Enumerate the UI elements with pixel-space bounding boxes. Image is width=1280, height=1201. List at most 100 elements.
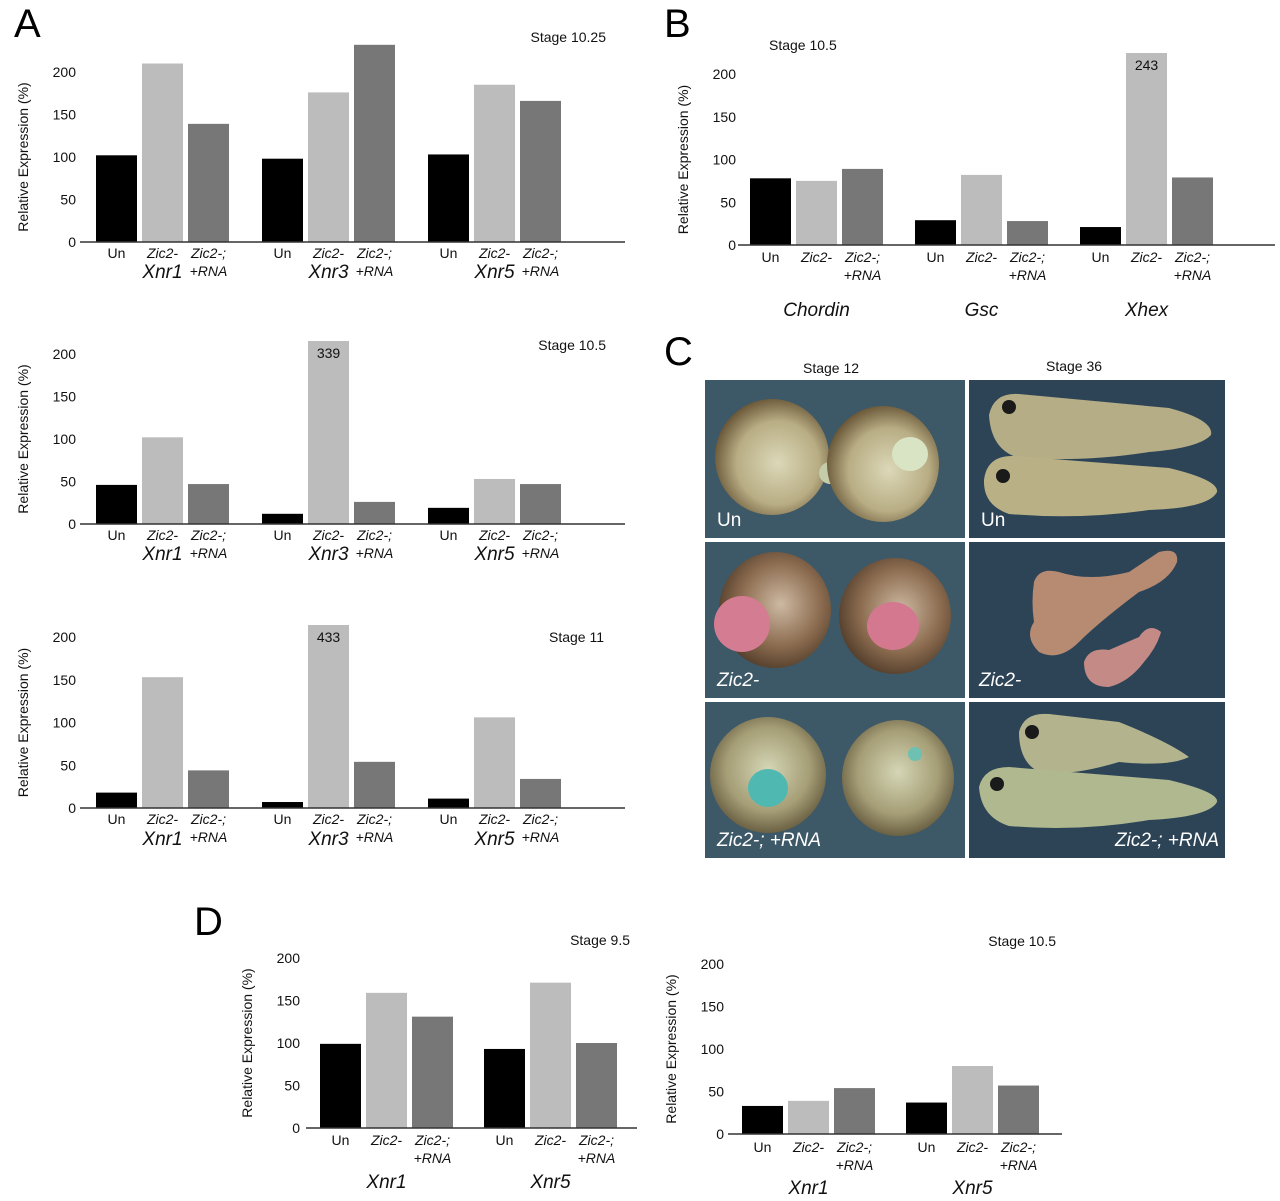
bar-gsc-zic2-rna [1007, 221, 1048, 245]
bar-xnr1-un [742, 1105, 783, 1134]
photo-label: Zic2-; +RNA [1115, 830, 1219, 851]
condition-label: Zic2- [478, 527, 510, 543]
chart-a3: Stage 11 Relative Expression (%) 0 50 100 150… [15, 625, 625, 850]
condition-label: +RNA [1174, 267, 1212, 283]
bar-xnr3-zic2- [308, 625, 349, 808]
condition-label: Zic2-; [578, 1132, 614, 1148]
photo-stage12-zic2-rna: Zic2-; +RNA [705, 702, 965, 858]
chart-title: Stage 11 [549, 629, 604, 645]
bar-value-label: 243 [1135, 57, 1159, 73]
bar-gsc-un [915, 220, 956, 245]
condition-label: Zic2-; [190, 245, 226, 261]
bar-gsc-zic2- [961, 174, 1002, 245]
panel-label-a: A [14, 2, 41, 46]
y-tick-label: 150 [53, 107, 77, 123]
condition-label: Un [332, 1132, 350, 1148]
y-tick-label: 50 [60, 474, 76, 490]
condition-label: Zic2-; [522, 811, 558, 827]
bar-xnr5-zic2- [474, 84, 515, 242]
y-tick-label: 150 [713, 109, 737, 125]
condition-label: Zic2- [965, 249, 997, 265]
photo-stage12-un: Un [705, 380, 965, 538]
y-tick-label: 100 [701, 1041, 725, 1057]
y-axis-label: Relative Expression (%) [15, 82, 31, 231]
y-tick-label: 200 [53, 629, 77, 645]
condition-label: Zic2-; [1174, 249, 1210, 265]
category-label: Xnr1 [787, 1178, 828, 1199]
photo-label: Zic2- [717, 670, 760, 691]
bar-xnr5-zic2-rna [520, 484, 561, 524]
bar-xnr1-zic2- [788, 1100, 829, 1134]
bar-xnr3-un [262, 158, 303, 242]
y-tick-label: 50 [708, 1084, 724, 1100]
condition-label: Un [108, 527, 126, 543]
bar-xnr5-zic2- [474, 717, 515, 808]
condition-label: Zic2- [534, 1132, 566, 1148]
y-tick-label: 100 [713, 152, 737, 168]
embryo [827, 406, 939, 522]
condition-label: Zic2- [312, 811, 344, 827]
bar-chordin-un [750, 178, 791, 245]
condition-label: Un [274, 527, 292, 543]
y-tick-label: 50 [284, 1078, 300, 1094]
condition-label: Un [754, 1139, 772, 1155]
bar-xhex-zic2- [1126, 53, 1167, 245]
condition-label: Un [274, 245, 292, 261]
condition-label: Zic2-; [356, 811, 392, 827]
y-tick-label: 200 [713, 66, 737, 82]
bar-value-label: 339 [317, 345, 341, 361]
condition-label: +RNA [356, 263, 394, 279]
y-tick-label: 150 [53, 672, 77, 688]
y-axis-label: Relative Expression (%) [675, 85, 691, 234]
y-tick-label: 100 [53, 149, 77, 165]
bar-xnr3-zic2- [308, 92, 349, 243]
condition-label: Zic2- [478, 245, 510, 261]
condition-label: Zic2-; [356, 245, 392, 261]
y-tick-label: 200 [53, 346, 77, 362]
bar-xnr1-zic2-rna [412, 1016, 453, 1128]
condition-label: +RNA [836, 1157, 874, 1173]
condition-label: Un [440, 245, 458, 261]
bar-xnr1-zic2- [142, 677, 183, 808]
bar-xnr5-zic2- [952, 1066, 993, 1134]
condition-label: Zic2- [146, 245, 178, 261]
y-tick-label: 0 [716, 1126, 724, 1142]
bar-xnr1-zic2-rna [188, 770, 229, 808]
category-label: Xnr5 [473, 829, 515, 850]
bar-xnr1-zic2- [366, 992, 407, 1128]
condition-label: Zic2-; [414, 1132, 450, 1148]
y-tick-label: 200 [53, 64, 77, 80]
bar-xnr5-un [906, 1102, 947, 1134]
condition-label: Zic2-; [356, 527, 392, 543]
category-label: Xhex [1124, 300, 1170, 321]
y-tick-label: 0 [68, 516, 76, 532]
y-tick-label: 50 [720, 194, 736, 210]
embryo [842, 720, 954, 836]
condition-label: Zic2- [1130, 249, 1162, 265]
condition-label: Zic2-; [522, 245, 558, 261]
y-axis-label: Relative Expression (%) [15, 648, 31, 797]
condition-label: Zic2- [312, 527, 344, 543]
condition-label: Zic2- [792, 1139, 824, 1155]
photo-label: Un [717, 510, 742, 531]
condition-label: Un [274, 811, 292, 827]
photo-label: Zic2- [979, 670, 1022, 691]
condition-label: Un [108, 811, 126, 827]
y-tick-label: 0 [728, 237, 736, 253]
y-axis-label: Relative Expression (%) [663, 974, 679, 1123]
bar-xnr5-un [428, 507, 469, 524]
y-axis-label: Relative Expression (%) [15, 364, 31, 513]
condition-label: Zic2- [956, 1139, 988, 1155]
category-label: Xnr3 [307, 544, 349, 565]
condition-label: Zic2- [312, 245, 344, 261]
category-label: Xnr5 [473, 544, 515, 565]
bar-xnr5-un [428, 798, 469, 808]
chart-d2: Stage 10.5 Relative Expression (%) 0 50 100 1… [663, 933, 1062, 1199]
bar-xnr3-un [262, 802, 303, 808]
bar-xnr1-zic2- [142, 437, 183, 524]
condition-label: +RNA [1000, 1157, 1038, 1173]
condition-label: +RNA [522, 263, 560, 279]
condition-label: Zic2-; [1009, 249, 1045, 265]
condition-label: Zic2-; [190, 811, 226, 827]
bar-xnr1-zic2-rna [188, 484, 229, 524]
